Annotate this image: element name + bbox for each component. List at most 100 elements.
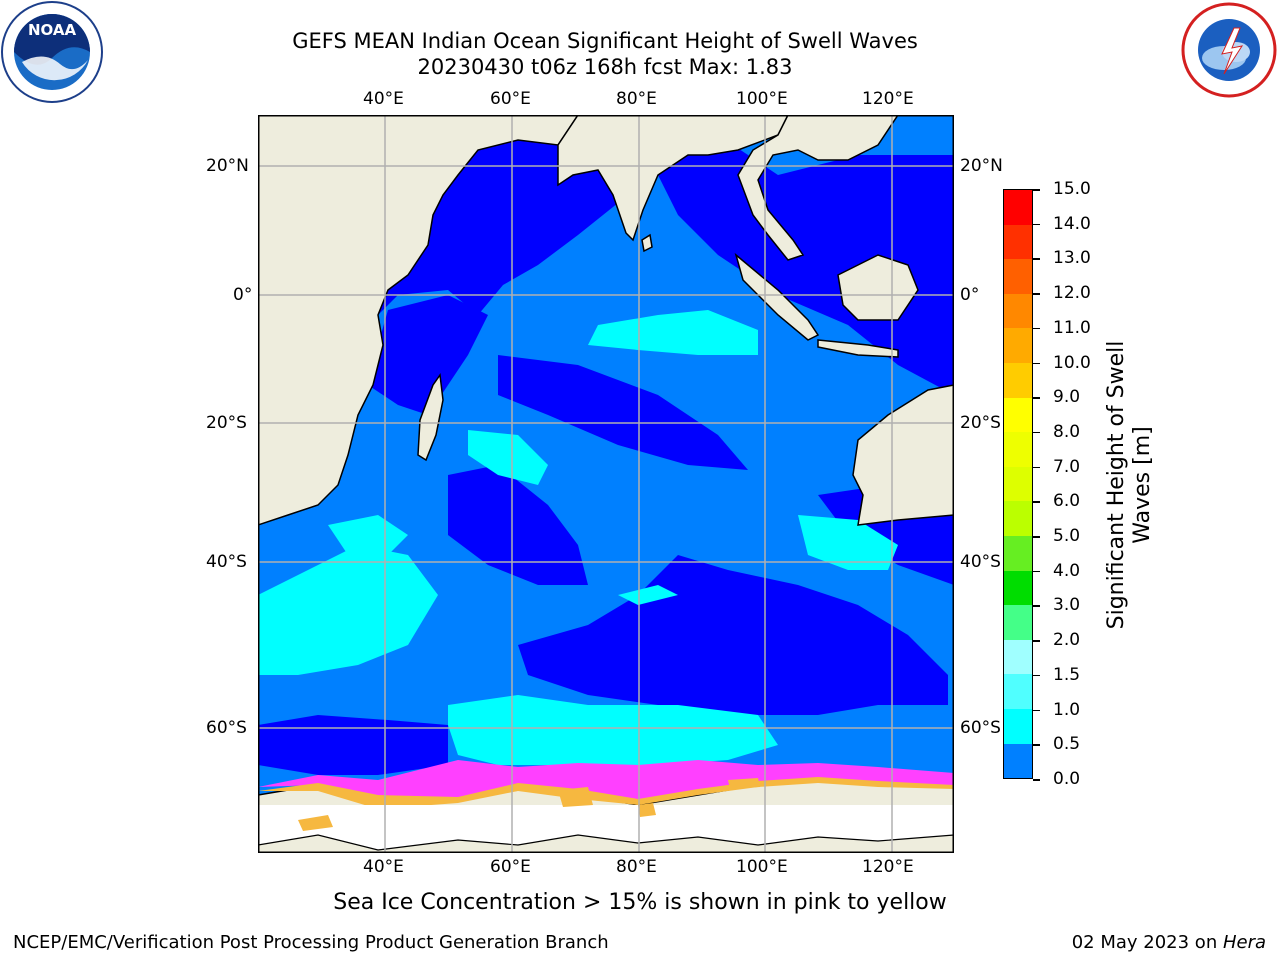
colorbar-tick-label: 11.0 [1053, 317, 1091, 338]
colorbar-segment [1004, 639, 1032, 675]
footer-machine: Hera [1222, 932, 1266, 953]
colorbar-tick-label: 10.0 [1053, 352, 1091, 373]
colorbar-segment [1004, 397, 1032, 433]
colorbar-segment [1004, 605, 1032, 640]
footer-right: 02 May 2023 on Hera [1072, 932, 1266, 953]
colorbar-tick [1033, 327, 1040, 330]
svg-text:NOAA: NOAA [28, 21, 77, 39]
lat-label-left-60s: 60°S [206, 718, 247, 738]
lat-label-right-60s: 60°S [960, 718, 1001, 738]
sri-lanka [641, 233, 653, 253]
lat-label-left-20n: 20°N [206, 156, 249, 176]
colorbar-segment [1004, 224, 1032, 260]
colorbar-tick-label: 8.0 [1053, 421, 1081, 442]
chart-title: GEFS MEAN Indian Ocean Significant Heigh… [0, 28, 1210, 80]
lat-label-right-20s: 20°S [960, 413, 1001, 433]
colorbar-segment [1004, 362, 1032, 398]
colorbar-segment [1004, 674, 1032, 709]
colorbar-tick [1033, 501, 1040, 503]
map-panel [258, 115, 954, 853]
colorbar [1003, 189, 1033, 779]
colorbar-segment [1004, 293, 1032, 329]
lon-label-bottom-100e: 100°E [736, 857, 788, 877]
colorbar-tick [1033, 779, 1040, 781]
colorbar-tick-label: 7.0 [1053, 456, 1081, 477]
colorbar-tick [1033, 431, 1040, 434]
colorbar-tick [1033, 709, 1040, 712]
colorbar-tick-label: 1.5 [1053, 664, 1081, 685]
java [817, 339, 899, 358]
map-gridlines [258, 115, 954, 853]
lon-label-bottom-120e: 120°E [862, 857, 914, 877]
noaa-logo: NOAA [0, 0, 104, 104]
footer-date: 02 May 2023 on [1071, 932, 1223, 953]
colorbar-segment [1004, 432, 1032, 467]
colorbar-tick [1033, 466, 1040, 469]
footer-left: NCEP/EMC/Verification Post Processing Pr… [13, 932, 609, 953]
colorbar-title: Significant Height of Swell Waves [m] [1104, 341, 1156, 630]
colorbar-tick [1033, 293, 1040, 295]
nws-logo [1178, 0, 1280, 100]
colorbar-tick-label: 12.0 [1053, 283, 1091, 304]
colorbar-tick-label: 0.0 [1053, 769, 1081, 789]
colorbar-segment [1004, 259, 1032, 294]
lon-label-top-60e: 60°E [490, 89, 531, 109]
colorbar-segment [1004, 466, 1032, 502]
colorbar-tick [1033, 362, 1040, 365]
colorbar-tick-label: 5.0 [1053, 526, 1081, 547]
lon-label-top-100e: 100°E [736, 89, 788, 109]
sea-ice-band [258, 760, 954, 853]
colorbar-tick-label: 9.0 [1053, 387, 1081, 408]
lat-label-right-0: 0° [960, 285, 980, 305]
colorbar-tick [1033, 258, 1040, 260]
colorbar-tick-label: 15.0 [1053, 179, 1091, 199]
colorbar-tick [1033, 223, 1040, 226]
lon-label-bottom-40e: 40°E [363, 857, 404, 877]
colorbar-tick-label: 3.0 [1053, 595, 1081, 616]
lon-label-top-120e: 120°E [862, 89, 914, 109]
lon-label-bottom-60e: 60°E [490, 857, 531, 877]
sea-ice-note: Sea Ice Concentration > 15% is shown in … [333, 890, 947, 915]
lat-label-right-40s: 40°S [960, 552, 1001, 572]
borneo [837, 254, 919, 321]
colorbar-segment [1004, 328, 1032, 363]
colorbar-tick [1033, 744, 1040, 746]
lon-label-top-40e: 40°E [363, 89, 404, 109]
lat-label-left-20s: 20°S [206, 413, 247, 433]
colorbar-tick-label: 0.5 [1053, 734, 1081, 755]
title-line-1: GEFS MEAN Indian Ocean Significant Heigh… [292, 29, 918, 53]
colorbar-tick [1033, 640, 1040, 642]
colorbar-tick-label: 4.0 [1053, 560, 1081, 581]
colorbar-segment [1004, 708, 1032, 744]
swell-high-regions [258, 310, 898, 765]
map-frame [258, 115, 954, 853]
india [557, 115, 789, 242]
colorbar-title-line-1: Significant Height of Swell [1104, 340, 1129, 630]
colorbar-tick-label: 6.0 [1053, 491, 1081, 512]
colorbar-tick-label: 2.0 [1053, 630, 1081, 651]
colorbar-segment [1004, 743, 1032, 779]
colorbar-title-line-2: Waves [m] [1130, 426, 1155, 544]
lon-label-bottom-80e: 80°E [616, 857, 657, 877]
lon-label-top-80e: 80°E [616, 89, 657, 109]
colorbar-segment [1004, 570, 1032, 606]
madagascar [417, 372, 444, 462]
lat-label-left-0: 0° [233, 285, 253, 305]
colorbar-tick [1033, 536, 1040, 538]
colorbar-tick-label: 1.0 [1053, 699, 1081, 720]
title-line-2: 20230430 t06z 168h fcst Max: 1.83 [417, 55, 793, 79]
colorbar-tick [1033, 189, 1040, 191]
colorbar-tick [1033, 605, 1040, 607]
australia [852, 384, 954, 526]
lat-label-left-40s: 40°S [206, 552, 247, 572]
colorbar-segment [1004, 535, 1032, 571]
colorbar-tick [1033, 397, 1040, 399]
colorbar-segment [1004, 190, 1032, 225]
colorbar-tick [1033, 570, 1040, 573]
colorbar-segment [1004, 501, 1032, 536]
lat-label-right-20n: 20°N [960, 156, 1003, 176]
colorbar-tick [1033, 674, 1040, 677]
colorbar-tick-label: 14.0 [1053, 213, 1091, 234]
colorbar-tick-label: 13.0 [1053, 248, 1091, 269]
southeast-asia [737, 115, 899, 261]
